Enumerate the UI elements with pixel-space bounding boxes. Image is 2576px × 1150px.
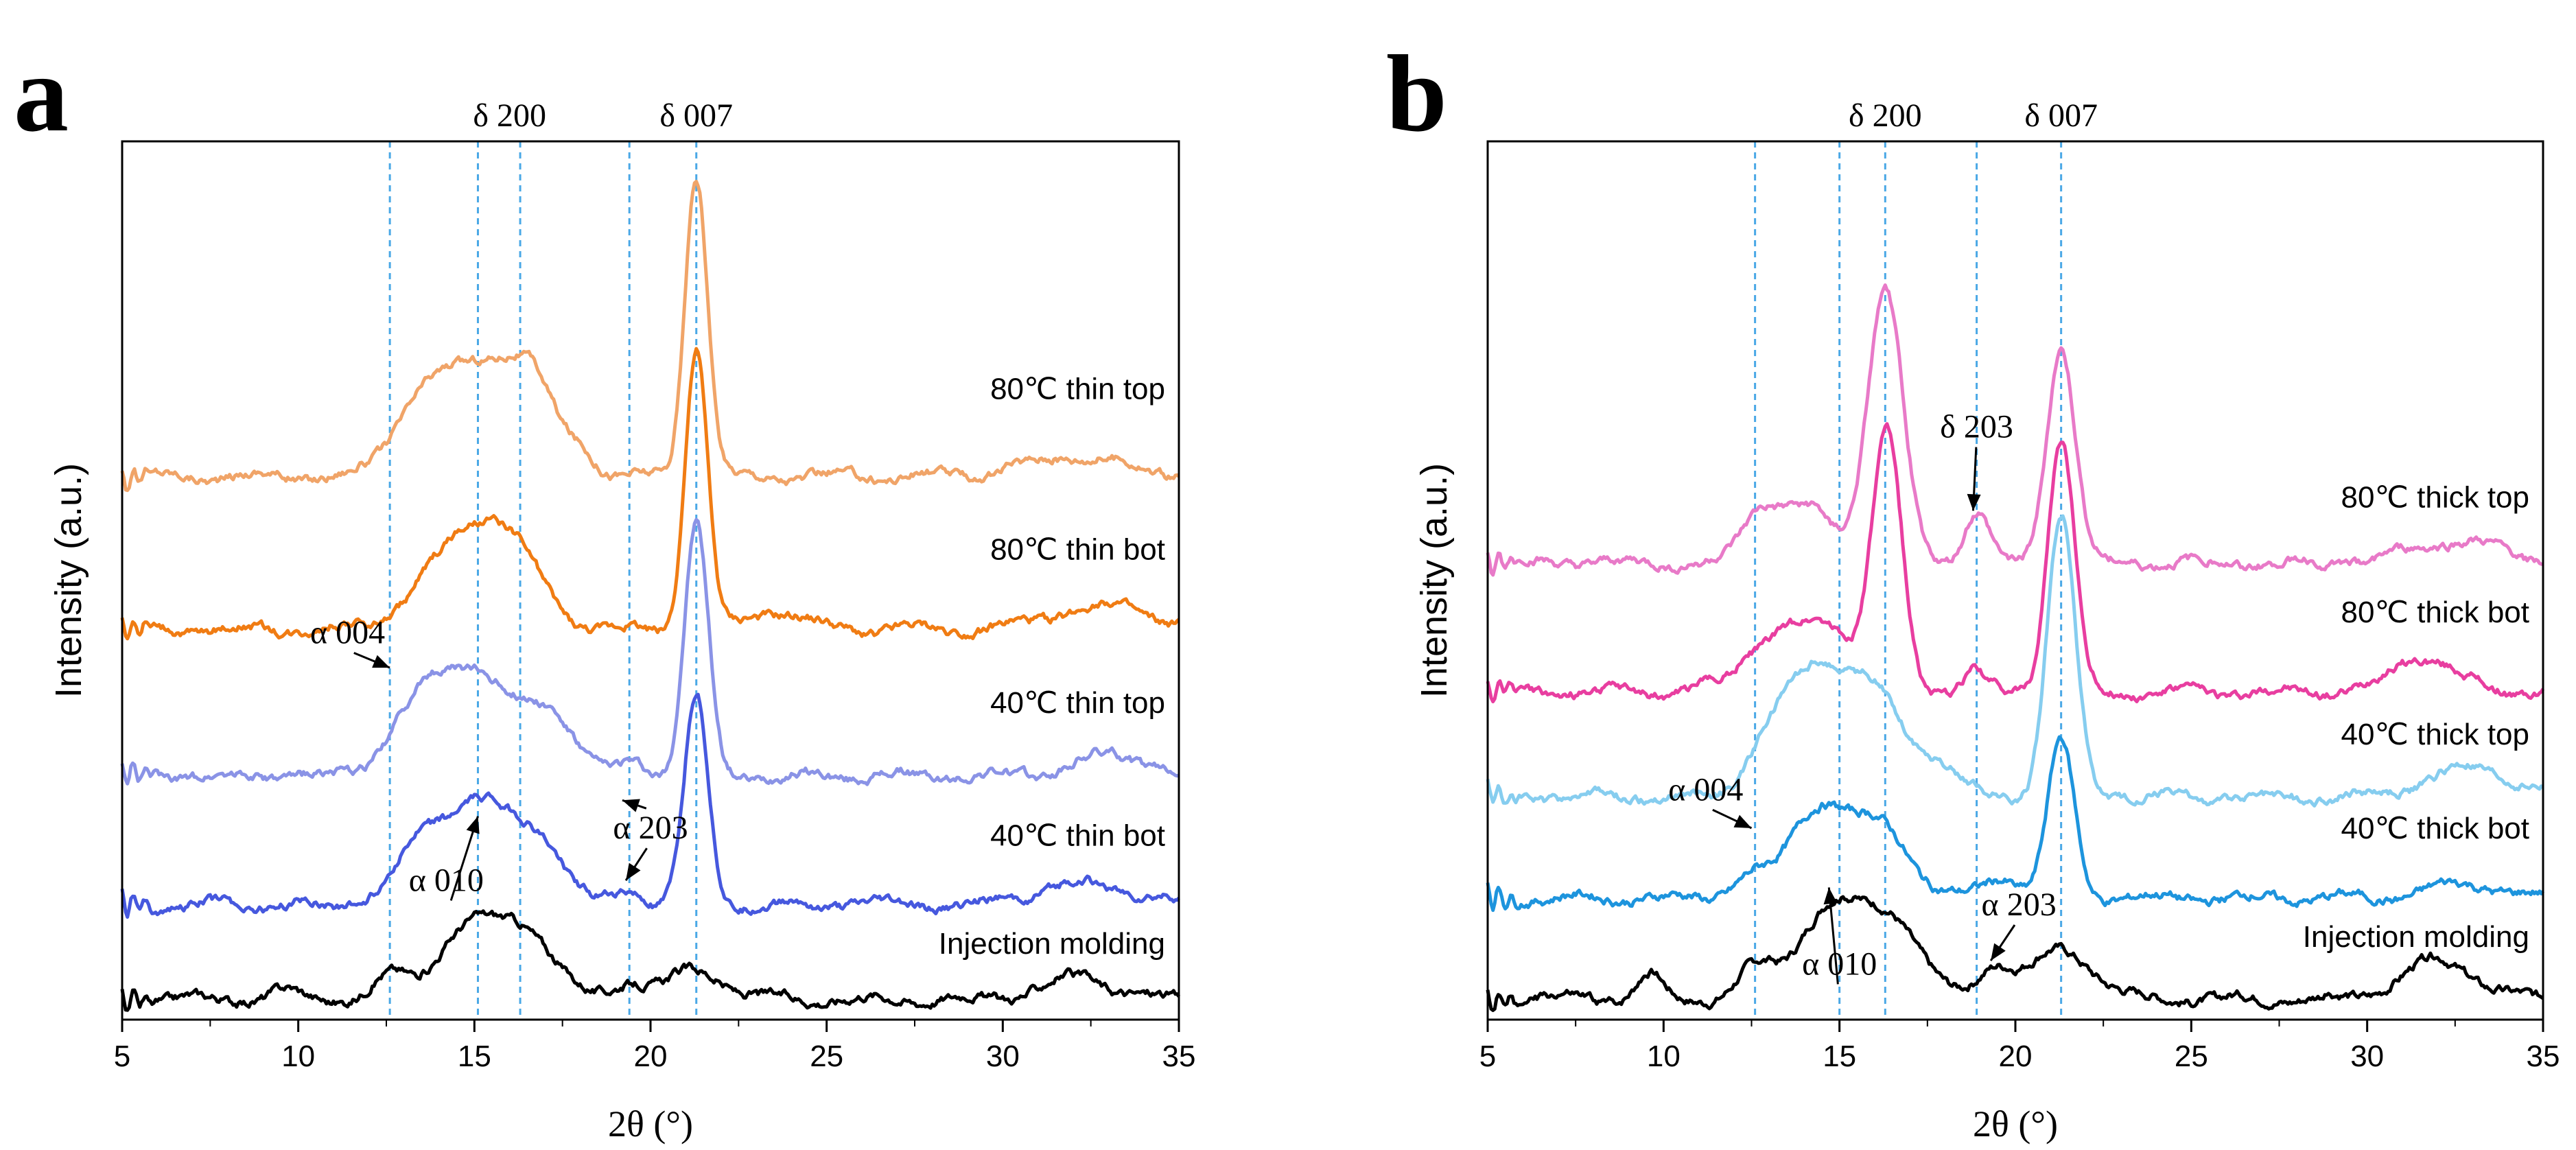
annotation-label-1: α 004 [1668, 771, 1743, 808]
top-peak-label-1: δ 007 [659, 97, 733, 134]
annotation-label-2: α 203 [613, 810, 688, 846]
x-tick-label-0: 5 [1479, 1040, 1496, 1073]
y-axis-title: Intensity (a.u.) [48, 463, 89, 698]
series-line-1 [120, 347, 1180, 641]
series-label-2: 40℃ thin top [990, 686, 1165, 720]
x-tick-label-1: 10 [281, 1040, 315, 1073]
series-label-1: 80℃ thick bot [2341, 596, 2529, 629]
annotation-label-0: δ 203 [1940, 409, 2013, 445]
x-tick-label-1: 10 [1647, 1040, 1681, 1073]
x-tick-label-0: 5 [114, 1040, 130, 1073]
x-tick-label-2: 15 [1823, 1040, 1856, 1073]
series-line-0 [120, 180, 1180, 493]
panel-letter: b [1386, 32, 1447, 154]
annotation-arrow-head-0-0 [372, 655, 390, 668]
annotation-arrow-head-3-0 [1991, 943, 2006, 961]
top-peak-label-1: δ 007 [2024, 97, 2098, 134]
x-tick-label-2: 15 [458, 1040, 491, 1073]
y-axis-title: Intensity (a.u.) [1414, 463, 1455, 698]
series-label-3: 40℃ thick bot [2341, 812, 2529, 845]
series-line-2 [120, 517, 1180, 786]
x-tick-label-3: 20 [1999, 1040, 2033, 1073]
series-label-0: 80℃ thick top [2341, 480, 2529, 514]
annotation-arrow-head-1-0 [1733, 814, 1752, 828]
series-label-3: 40℃ thin bot [990, 819, 1165, 852]
series-label-4: Injection molding [2303, 920, 2529, 954]
annotation-arrow-head-2-0 [1823, 887, 1838, 905]
plot-frame [121, 140, 1180, 1021]
series-line-4 [1486, 895, 2544, 1012]
series-label-4: Injection molding [939, 927, 1165, 961]
x-tick-label-4: 25 [810, 1040, 843, 1073]
annotation-label-2: α 010 [1802, 946, 1877, 982]
series-line-3 [120, 692, 1180, 919]
panel-b: b 80℃ thick top 80℃ thick bot 40℃ thick top… [1386, 32, 2560, 1145]
annotation-arrow-head-1-0 [466, 816, 480, 834]
x-axis-title: 2θ (°) [608, 1103, 693, 1145]
annotation-arrow-head-0-0 [1967, 493, 1981, 511]
annotation-label-3: α 203 [1982, 887, 2057, 923]
series-label-2: 40℃ thick top [2341, 718, 2529, 751]
top-peak-label-0: δ 200 [1849, 97, 1922, 134]
series-line-4 [120, 909, 1181, 1012]
x-tick-label-5: 30 [986, 1040, 1020, 1073]
x-tick-label-3: 20 [634, 1040, 668, 1073]
series-line-2 [1486, 514, 2544, 808]
top-peak-label-0: δ 200 [473, 97, 546, 134]
x-axis-title: 2θ (°) [1973, 1103, 2058, 1145]
series-line-0 [1486, 283, 2544, 577]
annotation-arrow-head-2-0 [622, 799, 640, 812]
panel-letter: a [14, 32, 69, 154]
series-label-0: 80℃ thin top [990, 373, 1165, 406]
annotation-arrow-head-2-1 [626, 862, 641, 881]
x-tick-label-4: 25 [2175, 1040, 2208, 1073]
x-tick-label-5: 30 [2350, 1040, 2384, 1073]
x-tick-label-6: 35 [2527, 1040, 2560, 1073]
series-label-1: 80℃ thin bot [990, 533, 1165, 567]
annotation-label-1: α 010 [409, 862, 484, 898]
series-line-3 [1486, 735, 2545, 913]
annotation-label-0: α 004 [310, 615, 385, 651]
x-tick-label-6: 35 [1162, 1040, 1196, 1073]
panel-a: a 80℃ thin top 80℃ thin bot 40℃ thin top 40℃… [14, 32, 1195, 1145]
series-line-1 [1486, 422, 2545, 703]
